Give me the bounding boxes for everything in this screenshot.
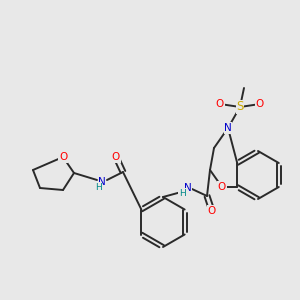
Text: N: N xyxy=(184,183,192,193)
Text: O: O xyxy=(216,99,224,109)
Text: N: N xyxy=(98,177,106,187)
Text: O: O xyxy=(208,206,216,216)
Text: H: H xyxy=(94,182,101,191)
Text: O: O xyxy=(59,152,67,162)
Text: S: S xyxy=(236,100,244,113)
Text: H: H xyxy=(178,188,185,197)
Text: O: O xyxy=(218,182,226,192)
Text: O: O xyxy=(256,99,264,109)
Text: N: N xyxy=(224,123,232,133)
Text: O: O xyxy=(112,152,120,162)
